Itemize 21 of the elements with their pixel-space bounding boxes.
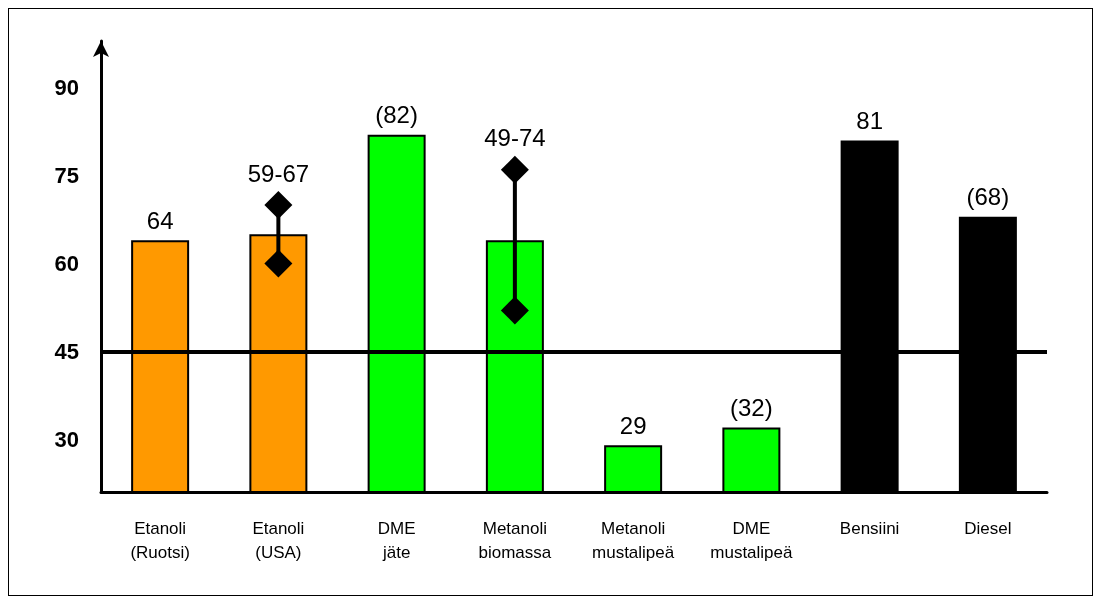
x-tick-label: Etanoli (Ruotsi) — [130, 518, 190, 562]
data-label: (82) — [375, 101, 418, 129]
data-label: 49-74 — [484, 124, 546, 152]
x-tick-label: DME mustalipeä — [710, 518, 794, 562]
x-tick-label: Metanoli biomassa — [478, 518, 552, 562]
y-tick-label: 60 — [54, 251, 79, 277]
x-tick-label: Bensiini — [839, 518, 900, 538]
y-tick-label: 30 — [54, 426, 79, 452]
data-label: 59-67 — [247, 159, 310, 187]
data-label: 29 — [619, 411, 647, 439]
x-tick-label: Metanoli mustalipeä — [592, 518, 675, 562]
data-label: (32) — [730, 394, 773, 422]
x-tick-label: DME jäte — [377, 518, 416, 562]
y-tick-label: 90 — [54, 75, 79, 101]
y-tick-label: 45 — [54, 338, 79, 364]
x-tick-label: Etanoli (USA) — [252, 518, 305, 562]
data-label: 64 — [146, 206, 174, 234]
x-tick-label: Diesel — [964, 518, 1012, 538]
data-label: (68) — [966, 183, 1010, 211]
data-label: 81 — [856, 107, 883, 135]
y-tick-label: 75 — [54, 163, 79, 189]
